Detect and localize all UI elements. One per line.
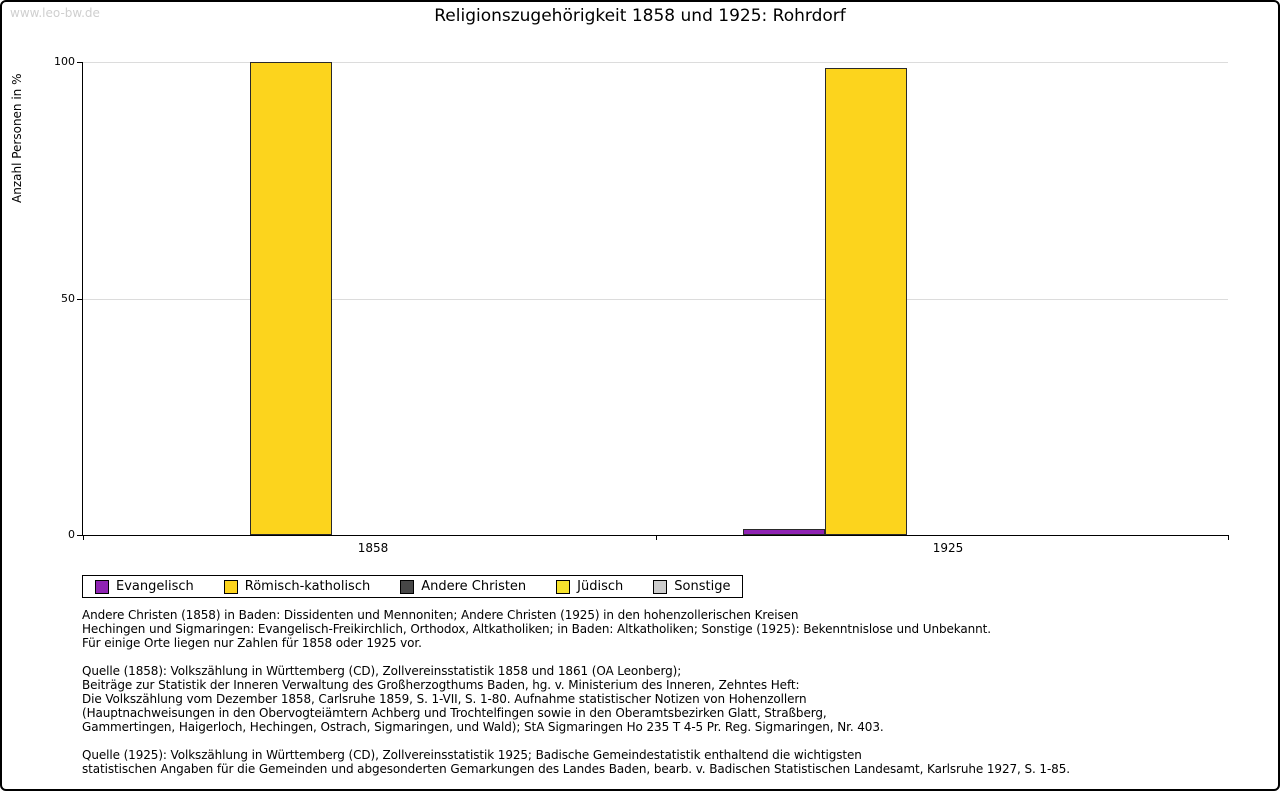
y-tick-label-50: 50	[61, 291, 75, 305]
legend-label-andere-christen: Andere Christen	[421, 579, 527, 594]
y-tick-label-0: 0	[68, 528, 75, 541]
r-misch-katholisch-swatch	[223, 579, 238, 594]
note-paragraph-1: Andere Christen (1858) in Baden: Disside…	[82, 608, 991, 651]
sonstige-swatch	[653, 579, 668, 594]
y-axis-label: Anzahl Personen in %	[10, 73, 24, 203]
legend-label-r-misch-katholisch: Römisch-katholisch	[244, 579, 371, 594]
bar-r-misch-katholisch-1858	[250, 62, 332, 535]
legend: Evangelisch Römisch-katholisch Andere Chri…	[82, 575, 744, 598]
x-category-label-1925: 1925	[932, 541, 964, 555]
andere-christen-swatch	[400, 579, 415, 594]
note-paragraph-2: Quelle (1858): Volkszählung in Württembe…	[82, 663, 884, 735]
legend-item-j-disch: Jüdisch	[556, 579, 623, 594]
x-tick-1	[655, 535, 657, 540]
legend-label-sonstige: Sonstige	[674, 579, 731, 594]
j-disch-swatch	[556, 579, 571, 594]
note-paragraph-3: Quelle (1925): Volkszählung in Württembe…	[82, 747, 1070, 776]
gridline-50	[83, 298, 1228, 300]
evangelisch-swatch	[95, 579, 109, 594]
x-tick-0	[83, 535, 84, 540]
y-tick-50	[77, 298, 83, 300]
bar-evangelisch-1925	[743, 529, 825, 535]
watermark: www.leo-bw.de	[10, 6, 100, 20]
x-category-label-1858: 1858	[357, 541, 389, 555]
gridline-100	[83, 62, 1228, 63]
chart-title: Religionszugehörigkeit 1858 und 1925: Ro…	[434, 6, 846, 26]
legend-label-evangelisch: Evangelisch	[116, 579, 194, 594]
y-tick-0	[77, 535, 83, 536]
legend-item-r-misch-katholisch: Römisch-katholisch	[223, 579, 371, 594]
y-tick-100	[77, 62, 83, 63]
legend-item-sonstige: Sonstige	[653, 579, 730, 594]
legend-label-j-disch: Jüdisch	[577, 579, 624, 594]
x-tick-2	[1228, 535, 1229, 540]
bar-r-misch-katholisch-1925	[825, 67, 907, 535]
y-tick-label-100: 100	[54, 55, 75, 68]
plot-area: 0 50 100 1858 1925	[54, 55, 1229, 555]
legend-item-andere-christen: Andere Christen	[400, 579, 526, 594]
notes: Andere Christen (1858) in Baden: Disside…	[82, 608, 1070, 789]
legend-item-evangelisch: Evangelisch	[95, 579, 194, 594]
